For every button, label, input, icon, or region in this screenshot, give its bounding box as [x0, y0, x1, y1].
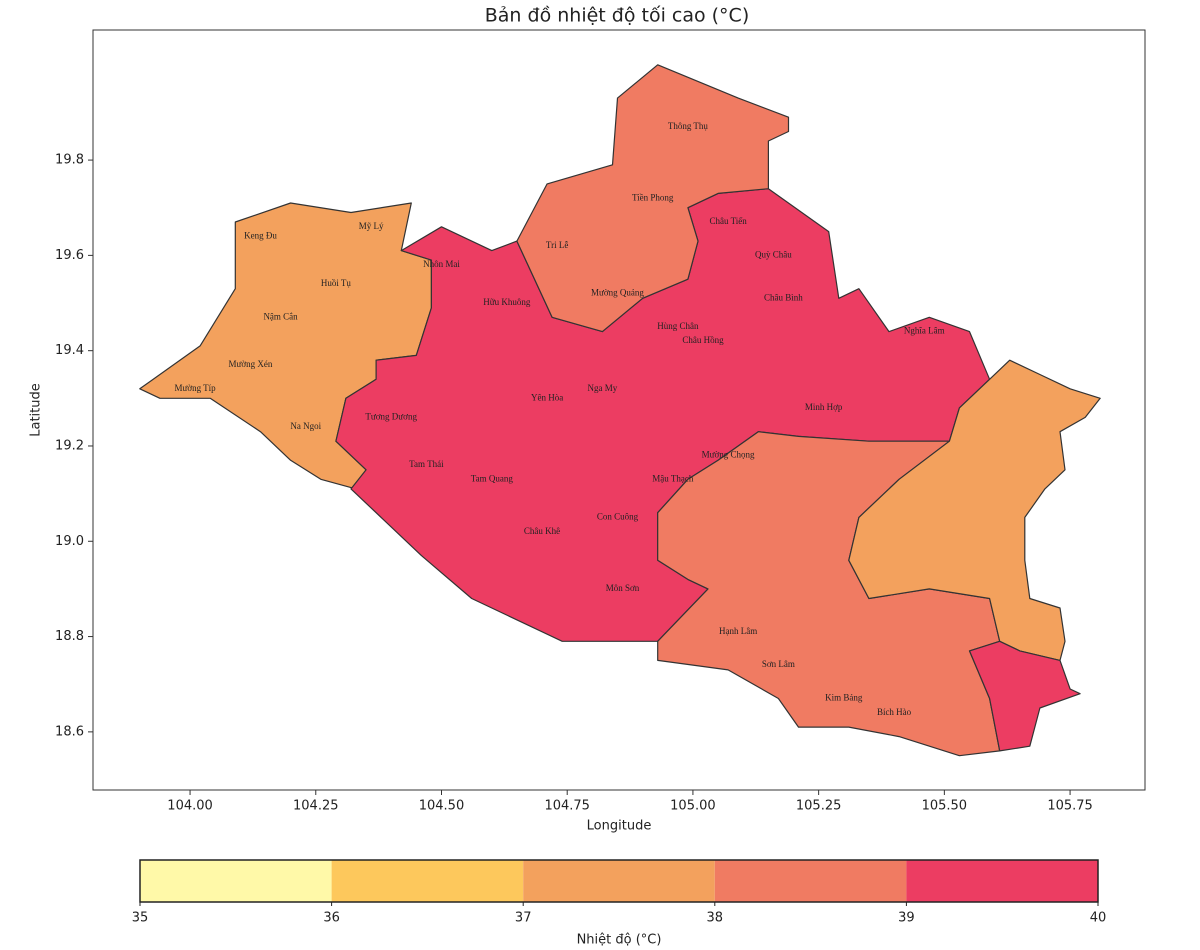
x-axis-label: Longitude	[587, 819, 652, 834]
region-label: Châu Hồng	[682, 335, 724, 345]
region-label: Châu Bình	[764, 292, 803, 302]
plot-frame	[92, 29, 1146, 791]
colorbar-segment	[906, 860, 1098, 902]
region-label: Na Ngoi	[290, 421, 321, 431]
x-tick-label: 105.75	[1047, 799, 1093, 814]
y-tick-label: 18.8	[55, 629, 84, 644]
region-label: Con Cuông	[597, 512, 639, 522]
colorbar-tick-label: 40	[1090, 911, 1107, 926]
region-label: Bích Hào	[877, 707, 912, 717]
region-label: Nhôn Mai	[423, 259, 460, 269]
region-label: Mường Xén	[228, 359, 272, 369]
region-label: Tiền Phong	[632, 192, 674, 202]
region-label: Huồi Tụ	[321, 278, 352, 288]
region-label: Mường Chọng	[702, 450, 755, 460]
x-tick-label: 104.25	[293, 799, 339, 814]
colorbar-tick-label: 35	[132, 911, 149, 926]
region-label: Keng Đu	[244, 230, 277, 240]
y-tick-label: 19.2	[55, 438, 84, 453]
region-label: Thông Thụ	[668, 121, 709, 131]
y-tick-label: 19.0	[55, 534, 84, 549]
region-label: Sơn Lâm	[762, 659, 795, 669]
x-tick-label: 105.25	[796, 799, 842, 814]
y-axis-label: Latitude	[29, 383, 44, 437]
x-tick-label: 105.00	[670, 799, 716, 814]
region	[848, 359, 1101, 662]
x-tick-label: 104.00	[167, 799, 213, 814]
region-label: Hạnh Lâm	[719, 626, 757, 636]
region-label: Quỳ Châu	[755, 249, 792, 259]
region-label: Tam Quang	[471, 473, 514, 483]
region-label: Hữu Khuông	[483, 297, 531, 307]
region-label: Nậm Cắn	[263, 311, 298, 321]
region-label: Tam Thái	[409, 459, 444, 469]
colorbar-label: Nhiệt độ (°C)	[577, 933, 662, 948]
y-tick-label: 19.4	[55, 343, 84, 358]
chart-title: Bản đồ nhiệt độ tối cao (°C)	[485, 5, 750, 27]
region	[516, 64, 790, 333]
region-label: Hùng Chân	[657, 321, 699, 331]
y-tick-label: 18.6	[55, 724, 84, 739]
region-label: Châu Khê	[524, 526, 560, 536]
region-label: Môn Sơn	[606, 583, 640, 593]
region-label: Mường Típ	[174, 383, 216, 393]
y-tick-label: 19.6	[55, 248, 84, 263]
colorbar-tick-label: 39	[898, 911, 915, 926]
colorbar-segment	[331, 860, 524, 902]
colorbar-segment	[714, 860, 907, 902]
region-label: Kim Bảng	[825, 693, 863, 703]
colorbar-tick-label: 38	[707, 911, 724, 926]
colorbar-segment	[140, 860, 332, 902]
region-label: Mường Quảng	[591, 288, 644, 298]
x-tick-label: 104.75	[544, 799, 590, 814]
region-label: Mỹ Lý	[359, 221, 384, 231]
region-label: Yên Hòa	[531, 392, 563, 402]
colorbar-tick-label: 37	[515, 911, 532, 926]
colorbar-frame	[139, 859, 1099, 903]
region-label: Tương Dương	[365, 411, 417, 421]
region-label: Nga My	[588, 383, 618, 393]
region-label: Tri Lễ	[546, 240, 568, 250]
region-label: Nghĩa Lâm	[904, 326, 945, 336]
x-tick-label: 105.50	[922, 799, 968, 814]
x-tick-label: 104.50	[419, 799, 465, 814]
colorbar-segment	[523, 860, 715, 902]
y-tick-label: 19.8	[55, 153, 84, 168]
colorbar-tick-label: 36	[323, 911, 340, 926]
region-label: Mậu Thạch	[652, 473, 694, 483]
region-label: Châu Tiến	[709, 216, 747, 226]
region-label: Minh Hợp	[805, 402, 843, 412]
region	[968, 640, 1081, 752]
